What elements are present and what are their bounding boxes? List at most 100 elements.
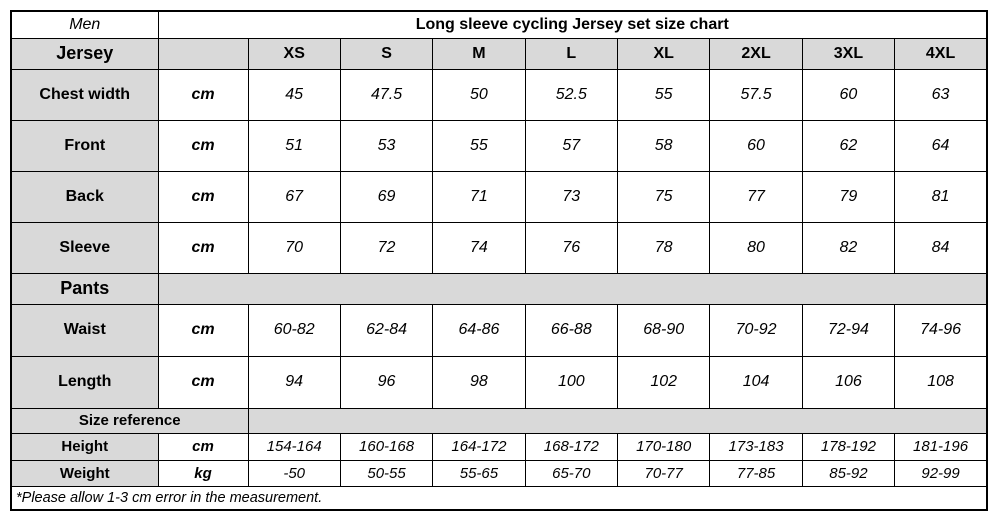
unit-cell: cm — [157, 221, 249, 274]
value-cell: 64 — [894, 119, 988, 172]
value-cell: 64-86 — [432, 303, 526, 357]
row-label: Length — [10, 355, 159, 409]
table-row-waist: Waist cm 60-82 62-84 64-86 66-88 68-90 7… — [10, 303, 988, 357]
value-cell: 72 — [339, 221, 434, 274]
size-column-header: 4XL — [894, 37, 988, 70]
unit-cell: kg — [157, 459, 249, 487]
size-column-header: 2XL — [709, 37, 803, 70]
value-cell: 47.5 — [339, 68, 434, 121]
value-cell: 85-92 — [801, 459, 896, 487]
value-cell: 92-99 — [894, 459, 988, 487]
table-row-footnote: *Please allow 1-3 cm error in the measur… — [10, 485, 988, 511]
table-row-height: Height cm 154-164 160-168 164-172 168-17… — [10, 432, 988, 461]
value-cell: 68-90 — [616, 303, 711, 357]
pants-section-header: Pants — [10, 272, 159, 305]
row-label: Sleeve — [10, 221, 159, 274]
value-cell: 77 — [709, 170, 803, 223]
value-cell: 52.5 — [524, 68, 619, 121]
row-label: Height — [10, 432, 159, 461]
row-label: Back — [10, 170, 159, 223]
value-cell: 55 — [432, 119, 526, 172]
value-cell: 60-82 — [247, 303, 341, 357]
value-cell: 55 — [616, 68, 711, 121]
value-cell: 106 — [801, 355, 896, 409]
value-cell: 53 — [339, 119, 434, 172]
value-cell: 154-164 — [247, 432, 341, 461]
value-cell: 181-196 — [894, 432, 988, 461]
value-cell: 60 — [801, 68, 896, 121]
size-column-header: XS — [247, 37, 341, 70]
table-row-chest-width: Chest width cm 45 47.5 50 52.5 55 57.5 6… — [10, 68, 988, 121]
value-cell: 70-77 — [616, 459, 711, 487]
row-label: Waist — [10, 303, 159, 357]
value-cell: 55-65 — [432, 459, 526, 487]
row-label: Weight — [10, 459, 159, 487]
value-cell: 81 — [894, 170, 988, 223]
value-cell: -50 — [247, 459, 341, 487]
men-label: Men — [10, 10, 159, 39]
value-cell: 104 — [709, 355, 803, 409]
size-column-header: L — [524, 37, 619, 70]
jersey-section-header: Jersey — [10, 37, 159, 70]
value-cell: 74 — [432, 221, 526, 274]
table-row-front: Front cm 51 53 55 57 58 60 62 64 — [10, 119, 988, 172]
value-cell: 63 — [894, 68, 988, 121]
value-cell: 51 — [247, 119, 341, 172]
value-cell: 96 — [339, 355, 434, 409]
value-cell: 78 — [616, 221, 711, 274]
value-cell: 65-70 — [524, 459, 619, 487]
unit-cell: cm — [157, 355, 249, 409]
pants-header-filler — [157, 272, 988, 305]
footnote: *Please allow 1-3 cm error in the measur… — [10, 485, 988, 511]
value-cell: 57.5 — [709, 68, 803, 121]
unit-cell: cm — [157, 68, 249, 121]
value-cell: 50-55 — [339, 459, 434, 487]
value-cell: 102 — [616, 355, 711, 409]
table-row-size-reference-header: Size reference — [10, 407, 988, 434]
unit-cell: cm — [157, 432, 249, 461]
value-cell: 74-96 — [894, 303, 988, 357]
value-cell: 70-92 — [709, 303, 803, 357]
value-cell: 45 — [247, 68, 341, 121]
value-cell: 160-168 — [339, 432, 434, 461]
size-column-header: 3XL — [801, 37, 896, 70]
value-cell: 66-88 — [524, 303, 619, 357]
table-row-back: Back cm 67 69 71 73 75 77 79 81 — [10, 170, 988, 223]
value-cell: 170-180 — [616, 432, 711, 461]
value-cell: 70 — [247, 221, 341, 274]
unit-cell: cm — [157, 303, 249, 357]
value-cell: 60 — [709, 119, 803, 172]
value-cell: 94 — [247, 355, 341, 409]
table-row-title: Men Long sleeve cycling Jersey set size … — [10, 10, 988, 39]
value-cell: 69 — [339, 170, 434, 223]
size-reference-filler — [247, 407, 988, 434]
table-row-pants-header: Pants — [10, 272, 988, 305]
value-cell: 62 — [801, 119, 896, 172]
value-cell: 71 — [432, 170, 526, 223]
value-cell: 84 — [894, 221, 988, 274]
row-label: Front — [10, 119, 159, 172]
value-cell: 82 — [801, 221, 896, 274]
chart-title: Long sleeve cycling Jersey set size char… — [157, 10, 988, 39]
value-cell: 178-192 — [801, 432, 896, 461]
table-row-sleeve: Sleeve cm 70 72 74 76 78 80 82 84 — [10, 221, 988, 274]
unit-cell: cm — [157, 119, 249, 172]
value-cell: 50 — [432, 68, 526, 121]
value-cell: 57 — [524, 119, 619, 172]
size-column-header: S — [339, 37, 434, 70]
empty-unit-header-cell — [157, 37, 249, 70]
table-row-weight: Weight kg -50 50-55 55-65 65-70 70-77 77… — [10, 459, 988, 487]
value-cell: 173-183 — [709, 432, 803, 461]
value-cell: 58 — [616, 119, 711, 172]
size-column-header: M — [432, 37, 526, 70]
value-cell: 72-94 — [801, 303, 896, 357]
table-row-length: Length cm 94 96 98 100 102 104 106 108 — [10, 355, 988, 409]
row-label: Chest width — [10, 68, 159, 121]
value-cell: 77-85 — [709, 459, 803, 487]
size-column-header: XL — [616, 37, 711, 70]
value-cell: 76 — [524, 221, 619, 274]
size-chart-table: Men Long sleeve cycling Jersey set size … — [10, 10, 988, 511]
value-cell: 79 — [801, 170, 896, 223]
value-cell: 98 — [432, 355, 526, 409]
